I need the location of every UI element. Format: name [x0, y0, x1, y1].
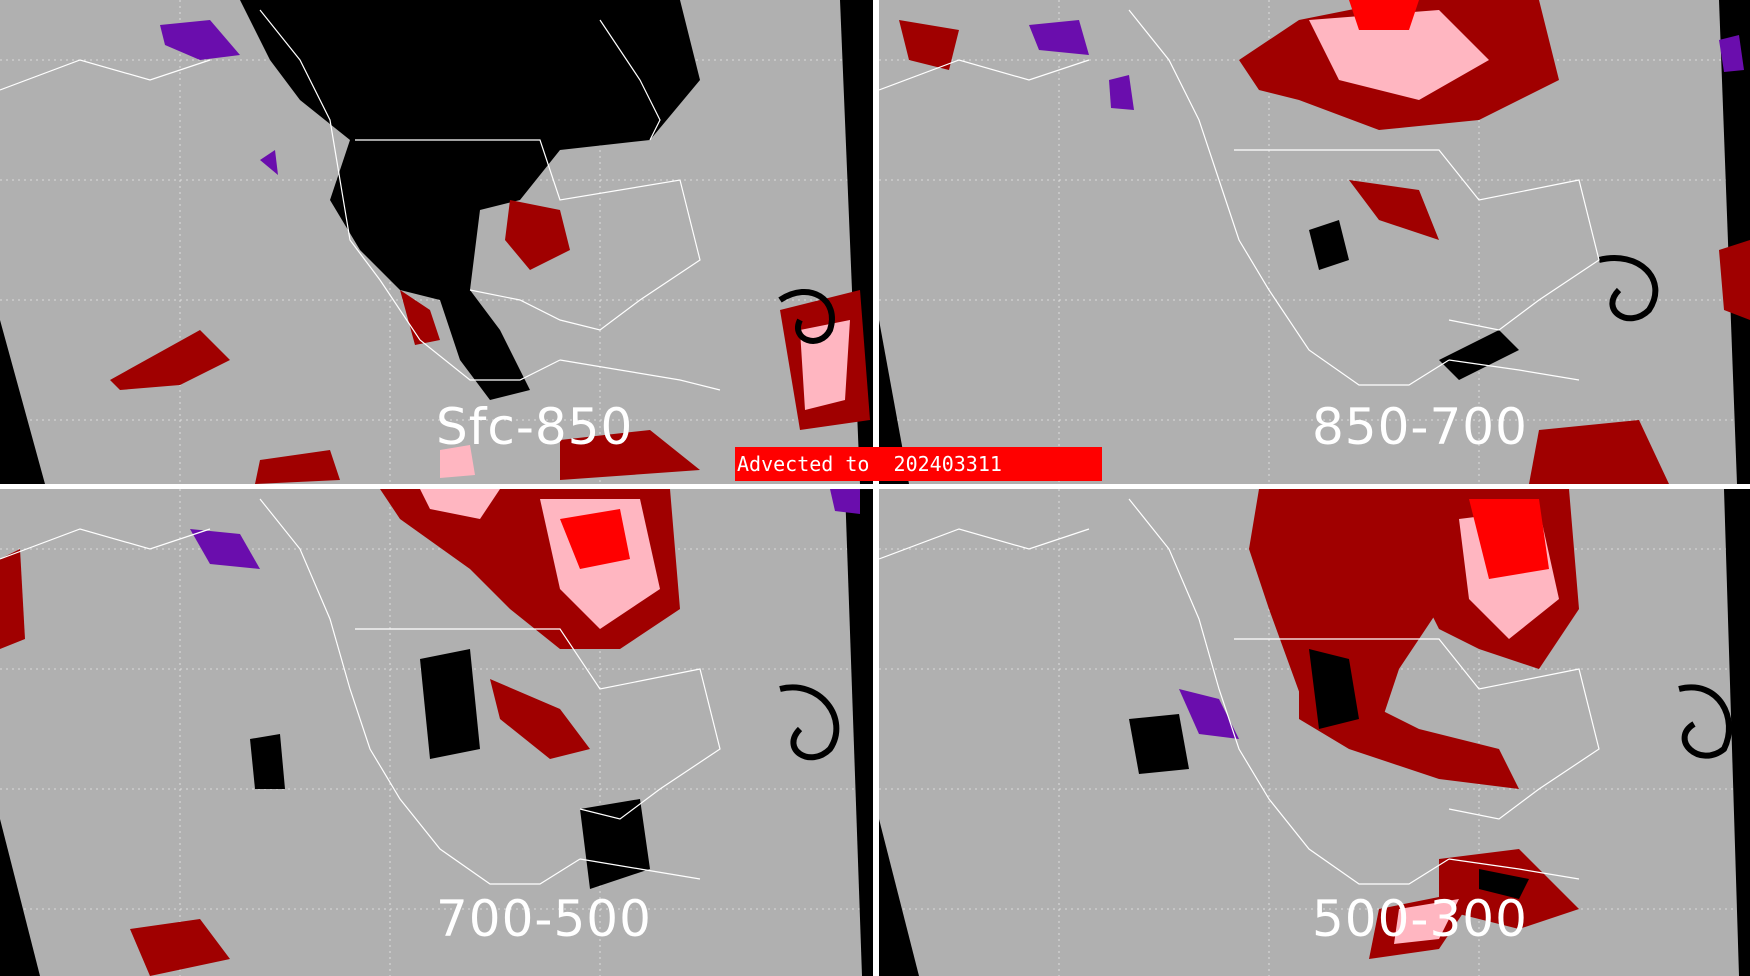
panel-label: 500-300	[1312, 890, 1528, 948]
no-data-left	[0, 320, 45, 484]
coastlines	[879, 9, 1600, 386]
no-data-right	[1724, 489, 1750, 976]
panel-label: 700-500	[436, 890, 652, 948]
gridlines	[0, 489, 873, 976]
panel-700-500: 700-500	[0, 489, 873, 976]
panel-label: 850-700	[1312, 398, 1528, 456]
black-areas	[250, 649, 840, 889]
cyclone-swirl	[778, 288, 835, 344]
no-data-left	[879, 819, 919, 976]
no-data-right	[1719, 0, 1750, 484]
black-areas	[1129, 649, 1732, 899]
coastlines	[0, 9, 721, 391]
map-500-300	[879, 489, 1750, 976]
panel-label: Sfc-850	[436, 398, 634, 456]
map-850-700	[879, 0, 1750, 484]
gridlines	[0, 0, 873, 484]
black-areas	[1309, 220, 1659, 380]
purple-areas	[160, 20, 278, 175]
bright-red-areas	[1469, 499, 1549, 579]
purple-areas	[1179, 689, 1239, 739]
advected-to-banner: Advected to 202403311	[735, 447, 1102, 481]
panel-850-700: 850-700	[879, 0, 1750, 484]
bright-red-areas	[560, 509, 630, 569]
gridlines	[879, 0, 1750, 484]
no-data-region	[240, 0, 700, 400]
coastlines	[0, 498, 721, 885]
map-sfc-850	[0, 0, 873, 484]
gridlines	[879, 489, 1750, 976]
no-data-right	[845, 489, 873, 976]
pink-areas	[1309, 10, 1489, 100]
no-data-left	[0, 819, 40, 976]
bright-red-areas	[1349, 0, 1419, 30]
purple-areas	[190, 489, 860, 569]
purple-areas	[1029, 20, 1744, 110]
map-700-500	[0, 489, 873, 976]
panel-sfc-850: Sfc-850	[0, 0, 873, 484]
no-data-left	[879, 320, 909, 484]
coastlines	[879, 498, 1600, 885]
panel-500-300: 500-300	[879, 489, 1750, 976]
